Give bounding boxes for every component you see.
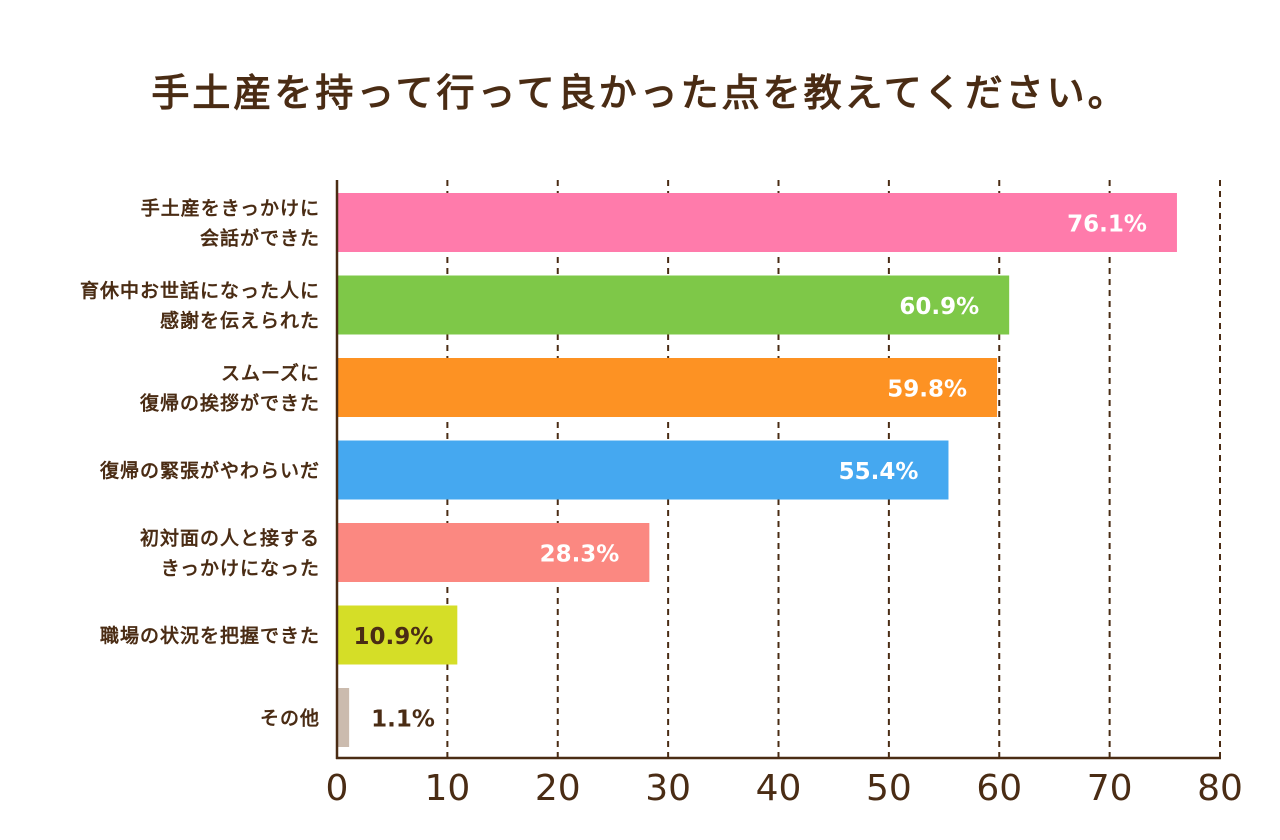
value-label: 1.1% [371,707,435,733]
category-label-line: 手土産をきっかけに [141,197,320,220]
x-tick-label: 60 [976,768,1022,809]
x-tick-label: 40 [756,768,802,809]
category-label-line: その他 [260,707,320,730]
value-label: 55.4% [839,459,919,485]
value-label: 28.3% [540,542,620,568]
value-label: 76.1% [1067,212,1147,238]
bar [337,688,350,747]
category-label-line: スムーズに [221,362,320,385]
category-label: 手土産をきっかけに会話ができた [141,197,320,250]
x-tick-label: 20 [535,768,581,809]
category-label: その他 [260,707,320,730]
chart-title: 手土産を持って行って良かった点を教えてください。 [151,71,1129,115]
category-label-line: 職場の状況を把握できた [100,624,320,647]
x-tick-label: 30 [645,768,691,809]
category-label: 職場の状況を把握できた [100,624,320,647]
category-label: スムーズに復帰の挨拶ができた [139,362,320,415]
bar [337,605,458,665]
category-label-line: きっかけになった [161,558,320,580]
x-tick-label: 50 [866,768,912,809]
value-label: 59.8% [887,377,967,403]
value-label: 10.9% [354,624,434,650]
category-label-line: 初対面の人と接する [140,527,320,550]
bar [337,193,1177,252]
x-tick-label: 70 [1087,768,1133,809]
x-tick-label: 10 [424,768,470,809]
bar [337,440,949,500]
bar [337,358,998,417]
category-label: 初対面の人と接するきっかけになった [140,527,320,580]
category-label-line: 会話ができた [200,227,320,250]
category-label-line: 感謝を伝えられた [160,309,320,332]
category-label: 育休中お世話になった人に感謝を伝えられた [80,279,320,332]
category-label-line: 復帰の挨拶ができた [139,392,320,415]
bar [337,275,1010,335]
category-label-line: 育休中お世話になった人に [80,279,320,302]
bar [337,523,650,582]
x-tick-label: 0 [326,768,349,809]
category-label: 復帰の緊張がやわらいだ [99,459,320,482]
x-tick-label: 80 [1197,768,1243,809]
category-label-line: 復帰の緊張がやわらいだ [99,459,320,482]
value-label: 60.9% [899,294,979,320]
